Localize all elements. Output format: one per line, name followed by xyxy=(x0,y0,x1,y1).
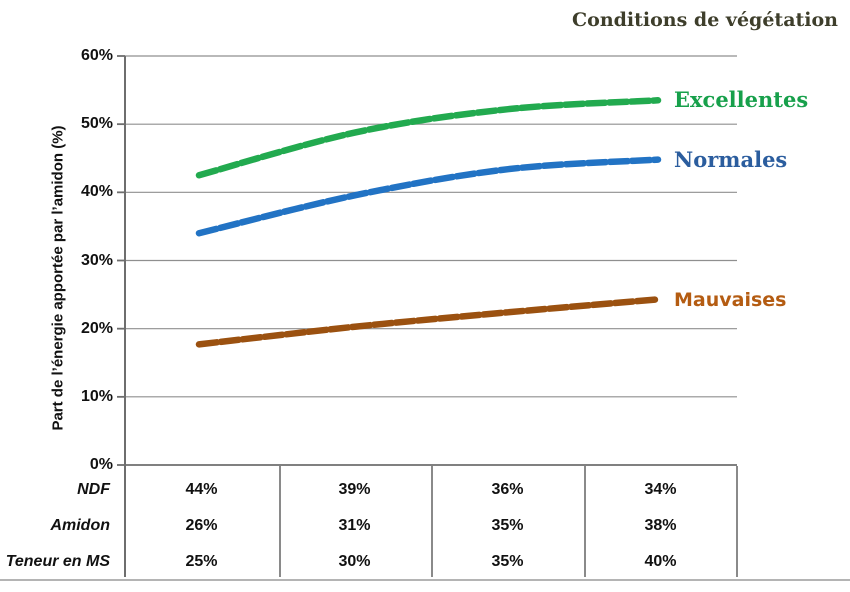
curve-excellentes xyxy=(195,97,662,179)
y-tick-label: 50% xyxy=(80,115,113,133)
table-cell: 38% xyxy=(644,517,677,534)
y-tick-label: 0% xyxy=(89,456,113,473)
table-row-labels: NDF Amidon Teneur en MS xyxy=(0,466,117,577)
row-label-amidon: Amidon xyxy=(50,517,110,534)
y-tick-label: 20% xyxy=(80,319,113,337)
chart-title: Conditions de végétation xyxy=(572,9,838,31)
y-tick-label: 10% xyxy=(80,387,113,405)
table-cell: 30% xyxy=(338,553,371,570)
table-cell: 25% xyxy=(185,553,218,570)
series-label-excellentes: Excellentes xyxy=(674,87,809,112)
table-cell: 26% xyxy=(185,517,218,534)
table-cell: 35% xyxy=(491,517,524,534)
row-label-teneur-ms: Teneur en MS xyxy=(5,553,110,570)
table-cell: 40% xyxy=(644,553,677,570)
y-tick-label: 30% xyxy=(80,251,113,269)
table-cell: 44% xyxy=(185,481,218,498)
bottom-divider-line xyxy=(0,579,850,581)
curve-mauvaises xyxy=(195,296,662,348)
y-tick-label: 40% xyxy=(80,183,113,201)
y-tick-label: 60% xyxy=(80,47,113,64)
series-label-normales: Normales xyxy=(674,147,788,172)
table-cell: 39% xyxy=(338,481,371,498)
table-cell: 34% xyxy=(644,481,677,498)
curve-normales xyxy=(195,156,662,237)
table-cell: 36% xyxy=(491,481,524,498)
table-cell: 35% xyxy=(491,553,524,570)
row-label-ndf: NDF xyxy=(77,481,110,498)
x-axis-table: 44% 39% 36% 34% 26% 31% 35% 38% 25% 30% … xyxy=(125,466,737,577)
table-cell: 31% xyxy=(338,517,371,534)
series-label-mauvaises: Mauvaises xyxy=(674,289,787,311)
